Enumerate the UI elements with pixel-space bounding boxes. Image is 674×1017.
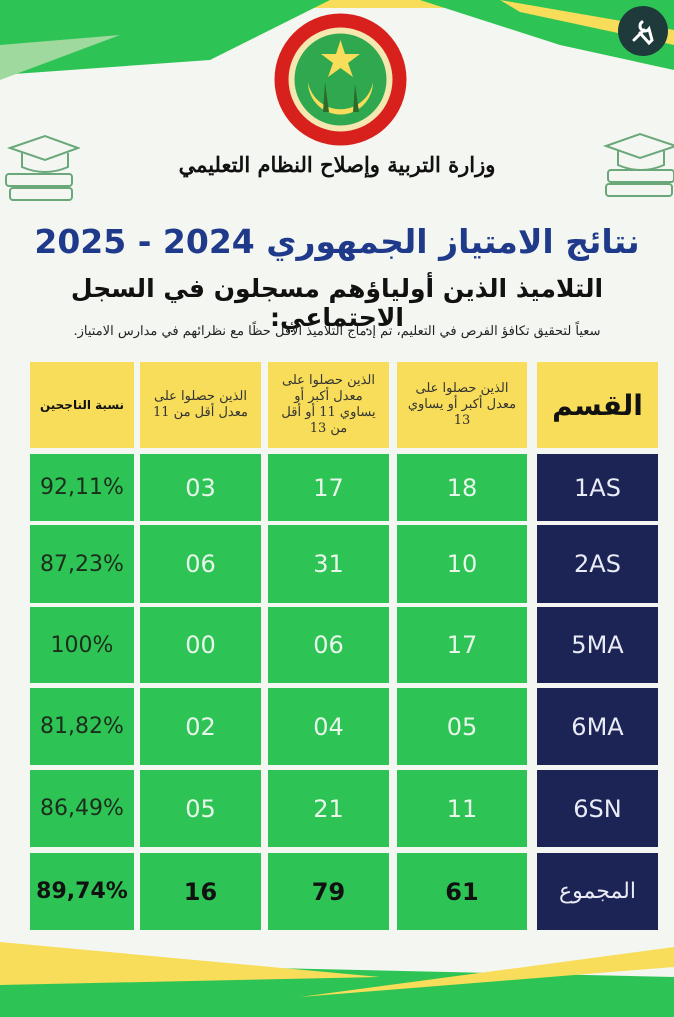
row-lt11: 06: [140, 525, 261, 603]
row-b11-13: 31: [268, 525, 389, 603]
row-section: 2AS: [537, 525, 658, 603]
row-lt11: 05: [140, 770, 261, 847]
row-rate: 92,11%: [30, 454, 134, 521]
row-lt11: 00: [140, 607, 261, 683]
row-ge13: 18: [397, 454, 527, 521]
books-icon: [602, 132, 674, 197]
total-section: المجموع: [537, 853, 658, 930]
header-b11-13: الذين حصلوا على معدل أكبر أو يساوي 11 أو…: [268, 362, 389, 448]
total-ge13: 61: [397, 853, 527, 930]
total-lt11: 16: [140, 853, 261, 930]
row-ge13: 10: [397, 525, 527, 603]
row-section: 1AS: [537, 454, 658, 521]
row-b11-13: 04: [268, 688, 389, 765]
row-lt11: 02: [140, 688, 261, 765]
books-icon: [5, 134, 80, 201]
row-ge13: 05: [397, 688, 527, 765]
row-ge13: 17: [397, 607, 527, 683]
row-rate: 81,82%: [30, 688, 134, 765]
header-lt11: الذين حصلوا على معدل أقل من 11: [140, 362, 261, 448]
header-rate: نسبة الناجحين: [30, 362, 134, 448]
row-section: 5MA: [537, 607, 658, 683]
row-b11-13: 17: [268, 454, 389, 521]
row-ge13: 11: [397, 770, 527, 847]
tools-icon[interactable]: [618, 6, 668, 56]
emblem-icon: [274, 13, 407, 146]
row-lt11: 03: [140, 454, 261, 521]
row-rate: 86,49%: [30, 770, 134, 847]
page-title: نتائج الامتياز الجمهوري 2024 - 2025: [34, 222, 640, 261]
row-section: 6MA: [537, 688, 658, 765]
ministry-name: وزارة التربية وإصلاح النظام التعليمي: [178, 152, 496, 177]
bottom-decoration: [0, 942, 674, 1017]
row-rate: 100%: [30, 607, 134, 683]
total-rate: 89,74%: [30, 853, 134, 930]
header-ge13: الذين حصلوا على معدل أكبر أو يساوي 13: [397, 362, 527, 448]
row-rate: 87,23%: [30, 525, 134, 603]
row-section: 6SN: [537, 770, 658, 847]
page-subtitle: التلاميذ الذين أولياؤهم مسجلون في السجل …: [70, 274, 604, 332]
row-b11-13: 21: [268, 770, 389, 847]
row-b11-13: 06: [268, 607, 389, 683]
header-section: القسم: [537, 362, 658, 448]
intro-note: سعياً لتحقيق تكافؤ الفرص في التعليم، تم …: [73, 324, 601, 339]
total-b11-13: 79: [268, 853, 389, 930]
